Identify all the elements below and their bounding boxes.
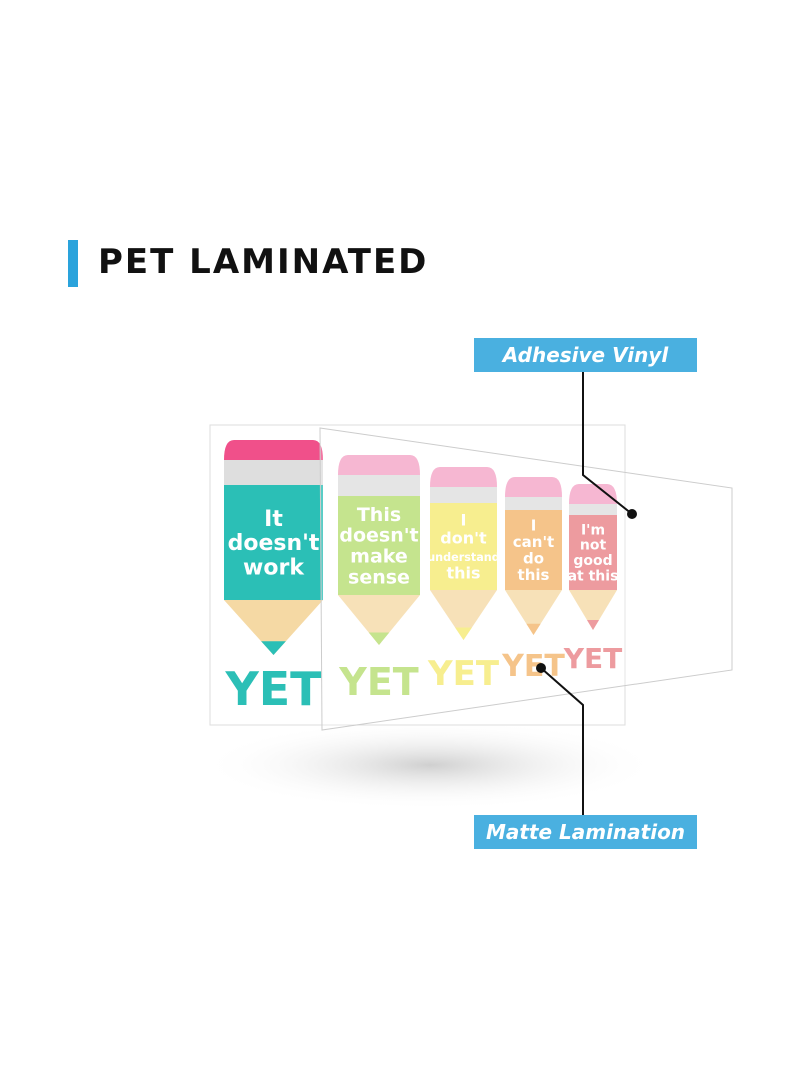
callout-matte-lamination: Matte Lamination: [474, 815, 697, 849]
pencil-body: [569, 515, 617, 590]
pencil-body: [338, 496, 420, 595]
pencil-text-line: I'm: [581, 522, 605, 538]
pencil-wood: [430, 590, 497, 640]
pencil-text-line: at this: [568, 569, 619, 585]
lamination-sheet: [319, 427, 733, 731]
pencil-body: [430, 503, 497, 590]
page-title: PET LAMINATED: [98, 242, 429, 282]
pencil-ferrule: [338, 475, 420, 496]
pencil-text-line: not: [580, 538, 607, 554]
pencil-eraser: [569, 484, 617, 504]
pencil-text-line: do: [523, 550, 544, 568]
callout-line-bottom: [540, 667, 584, 815]
callout-line-top: [582, 372, 633, 515]
pencil-yet-label: YET: [224, 662, 322, 716]
pencil-yet-label: YET: [501, 649, 565, 684]
pencil-text-line: I: [461, 511, 467, 530]
pencil-lead: [368, 632, 390, 645]
pencil-text-line: I: [531, 517, 537, 535]
pencil-text-line: can't: [513, 533, 554, 551]
pencil-lead: [455, 627, 472, 640]
pencil-body: [224, 485, 323, 600]
pencil-eraser: [505, 477, 562, 497]
pencil-ferrule: [505, 497, 562, 510]
pencil-text-line: sense: [348, 567, 410, 589]
callout-dot-bottom: [536, 663, 546, 673]
pencil-yet-label: YET: [427, 654, 500, 694]
pencil-wood: [505, 590, 562, 635]
pencil-lead: [587, 620, 599, 630]
pencil-ferrule: [224, 460, 323, 485]
pencil-text-line: understand: [427, 551, 500, 564]
pencil-ferrule: [430, 487, 497, 503]
pencil-text-line: It: [264, 507, 283, 532]
pencil-text-line: this: [518, 566, 550, 584]
callout-adhesive-vinyl: Adhesive Vinyl: [474, 338, 697, 372]
pencil-lead: [261, 641, 286, 655]
pencil-text-line: This: [357, 504, 401, 526]
pencil-text-line: work: [243, 555, 305, 580]
pencil-wood: [569, 590, 617, 630]
pencil-text-line: make: [350, 546, 408, 568]
title-accent-bar: [68, 240, 78, 287]
pencil-wood: [338, 595, 420, 645]
pencil-ferrule: [569, 504, 617, 515]
pencil-yet-label: YET: [563, 642, 623, 675]
pencil-body: [505, 510, 562, 590]
pencil-yet-label: YET: [338, 660, 418, 704]
pencil-text-line: doesn't: [339, 525, 418, 547]
shadow: [200, 720, 660, 810]
callout-dot-top: [627, 509, 637, 519]
pencil-wood: [224, 600, 323, 655]
pencil-eraser: [338, 455, 420, 475]
pencil-text-line: good: [573, 553, 612, 569]
pencil-text-line: doesn't: [228, 531, 320, 556]
pencil-lead: [526, 623, 541, 635]
pencil-eraser: [224, 440, 323, 460]
pencil-eraser: [430, 467, 497, 487]
pencil-text-line: don't: [440, 528, 487, 547]
pencil-text-line: this: [446, 564, 480, 583]
